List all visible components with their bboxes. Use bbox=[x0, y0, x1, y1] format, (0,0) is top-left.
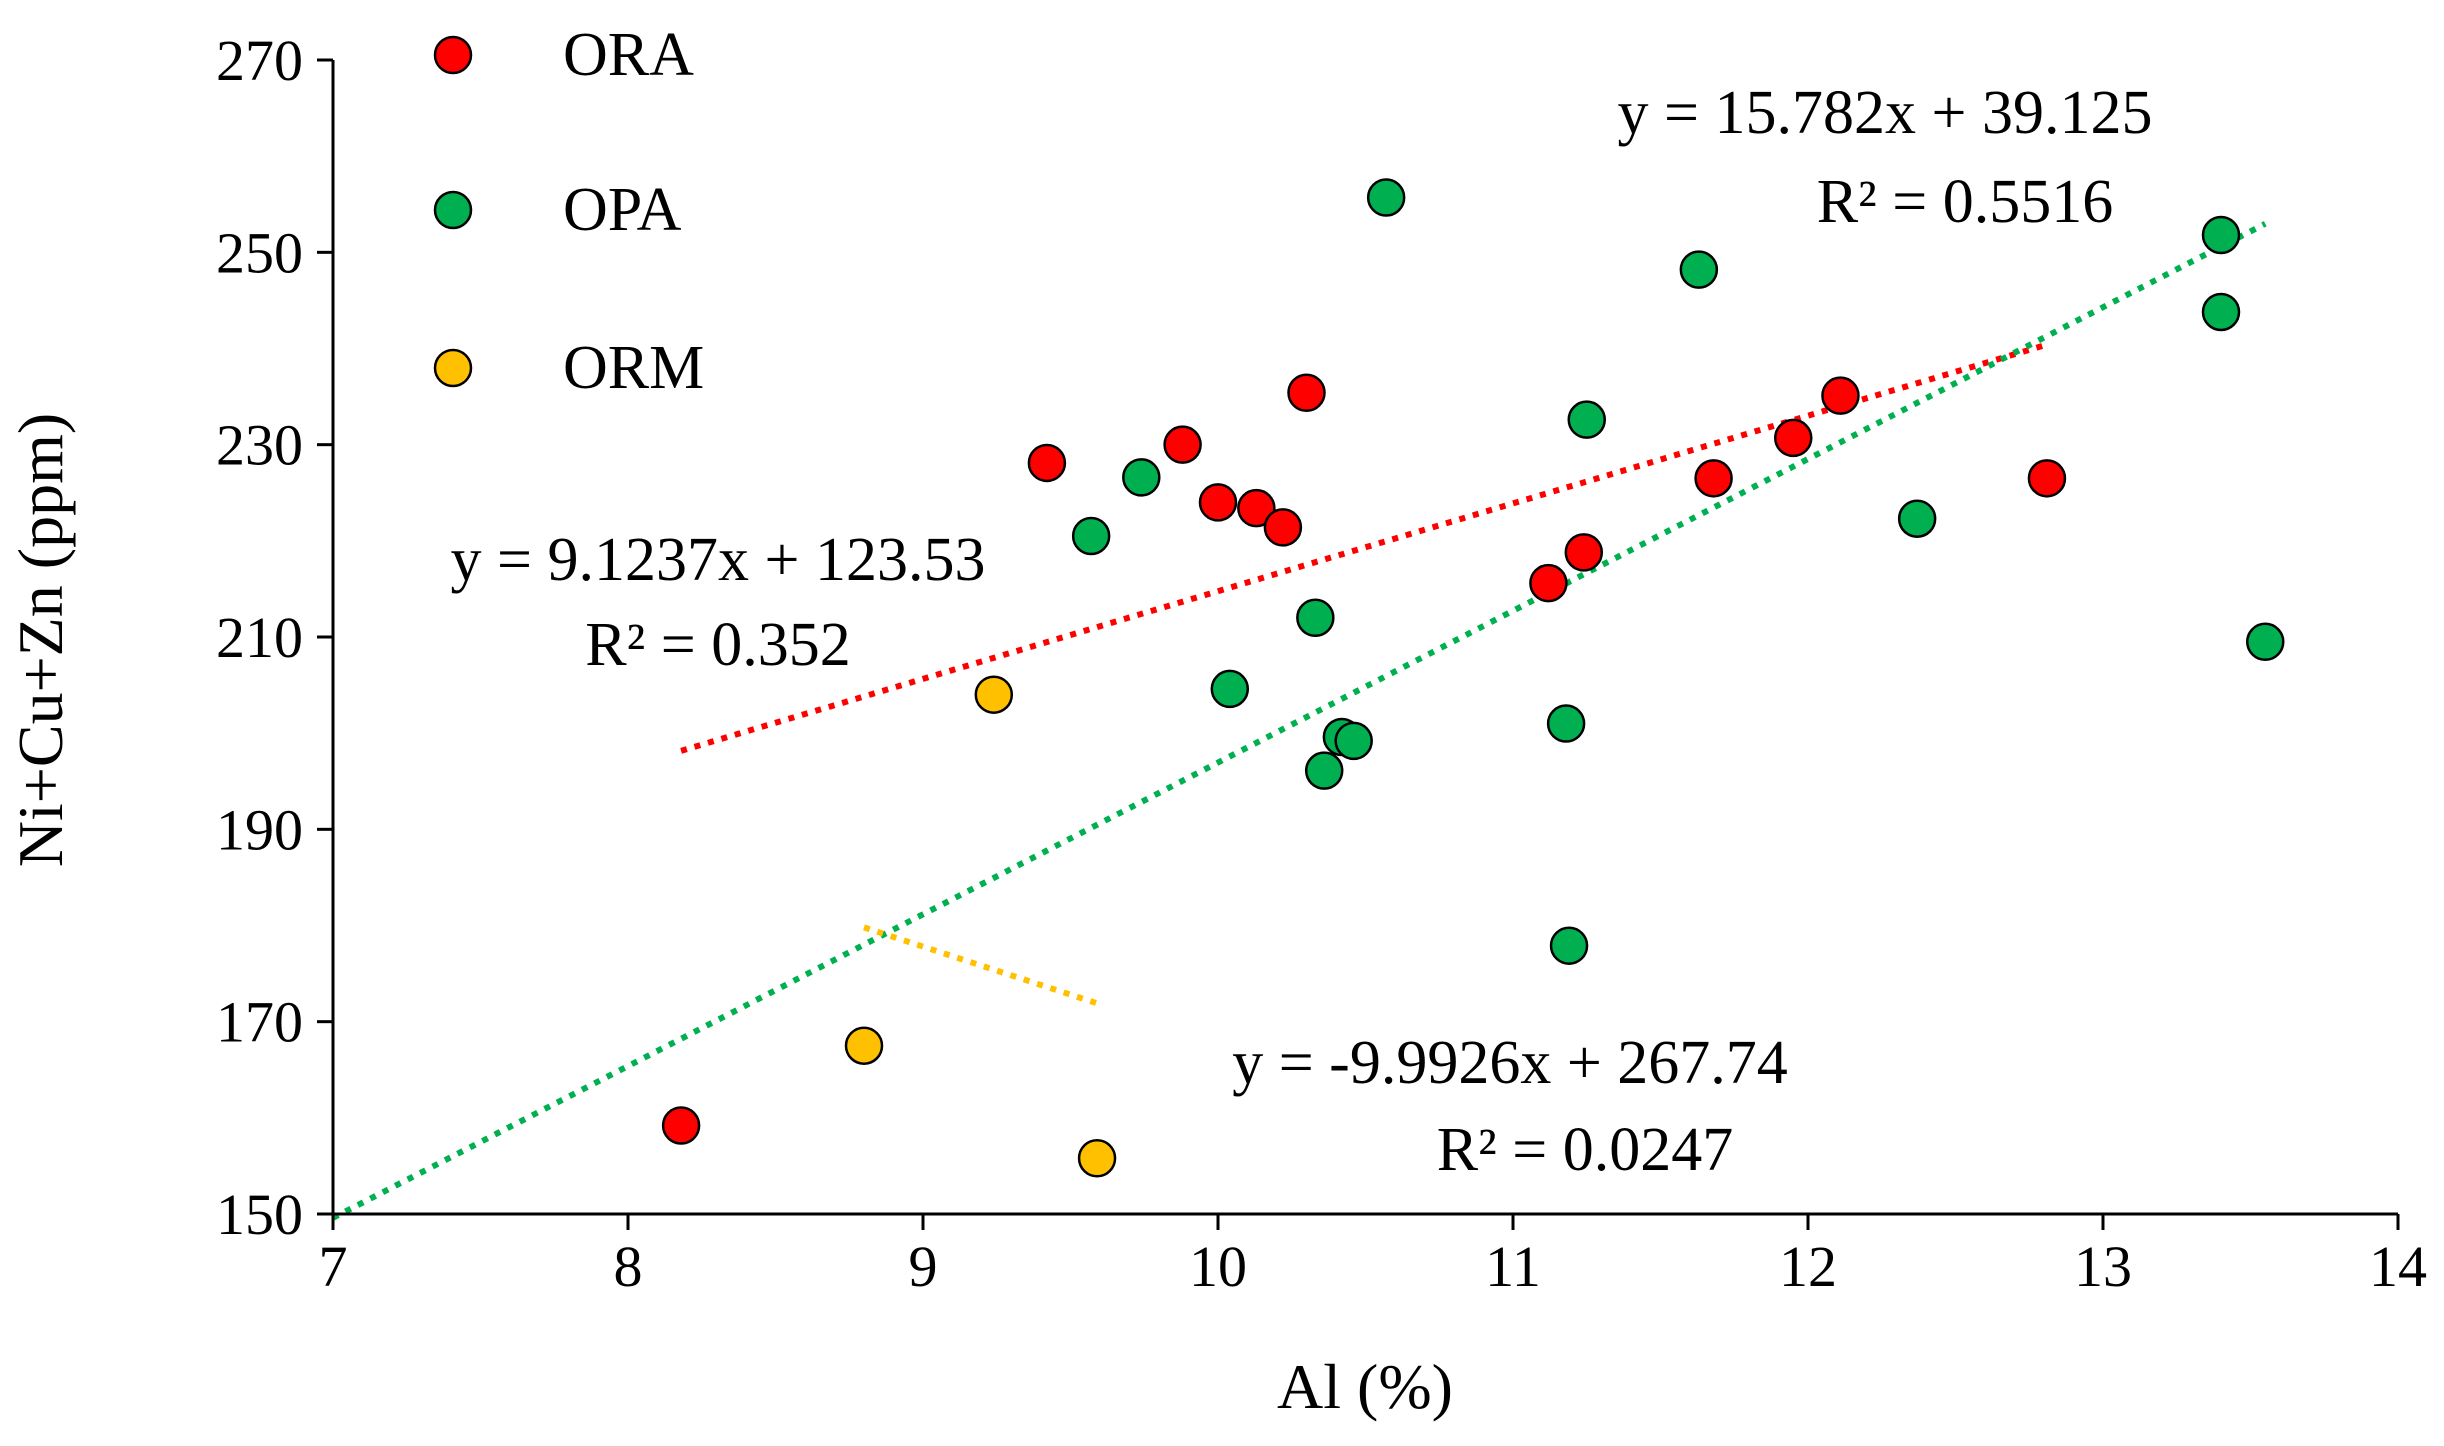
x-tick-label: 10 bbox=[1189, 1234, 1247, 1299]
point-opa bbox=[1122, 458, 1161, 497]
x-tick-label: 12 bbox=[1779, 1234, 1837, 1299]
point-ora bbox=[2027, 459, 2067, 498]
legend: ORA OPA ORM bbox=[433, 21, 704, 402]
point-ora bbox=[1198, 483, 1238, 522]
point-ora bbox=[1027, 443, 1067, 483]
x-axis-title: Al (%) bbox=[1277, 1351, 1453, 1422]
point-ora bbox=[1287, 373, 1326, 412]
point-opa bbox=[2201, 292, 2241, 332]
point-opa bbox=[1549, 926, 1589, 965]
point-opa bbox=[1304, 751, 1344, 790]
point-opa bbox=[1679, 250, 1719, 289]
point-ora bbox=[661, 1106, 701, 1145]
equation-opa: y = 15.782x + 39.125 bbox=[1618, 79, 2153, 147]
point-opa bbox=[2201, 215, 2241, 255]
r-squared-orm: R² = 0.0247 bbox=[1437, 1116, 1733, 1184]
point-opa bbox=[2246, 622, 2285, 662]
y-tick-label: 270 bbox=[216, 28, 303, 93]
point-orm bbox=[1077, 1138, 1117, 1178]
point-ora bbox=[1237, 488, 1276, 528]
legend-label-ora: ORA bbox=[563, 21, 694, 89]
point-opa bbox=[1334, 721, 1373, 761]
point-opa bbox=[1567, 400, 1606, 439]
point-ora bbox=[1263, 508, 1303, 547]
point-ora bbox=[1163, 425, 1202, 464]
point-ora bbox=[1694, 459, 1733, 498]
point-opa bbox=[1071, 516, 1111, 556]
x-tick-label: 11 bbox=[1485, 1234, 1541, 1299]
point-opa bbox=[1366, 178, 1406, 217]
y-tick-label: 250 bbox=[216, 220, 303, 285]
point-orm bbox=[844, 1026, 884, 1065]
point-opa bbox=[1546, 704, 1586, 743]
point-ora bbox=[1774, 418, 1813, 458]
point-opa bbox=[1210, 669, 1250, 709]
legend-label-orm: ORM bbox=[563, 334, 704, 402]
y-tick-label: 150 bbox=[216, 1182, 303, 1247]
legend-marker-orm bbox=[433, 348, 473, 388]
trendlines bbox=[331, 221, 2267, 1221]
axis-ticks: 7 8 9 10 11 12 13 14 150 170 190 210 230 250 270 bbox=[216, 28, 2427, 1299]
trendline-equations: y = 9.1237x + 123.53 R² = 0.352 y = 15.782… bbox=[451, 79, 2153, 1184]
equation-orm: y = -9.9926x + 267.74 bbox=[1232, 1029, 1788, 1097]
y-tick-label: 190 bbox=[216, 797, 303, 862]
point-opa bbox=[1897, 499, 1937, 538]
legend-marker-opa bbox=[433, 190, 473, 230]
point-opa bbox=[1296, 598, 1335, 638]
x-tick-label: 9 bbox=[909, 1234, 938, 1299]
point-ora bbox=[1821, 376, 1860, 415]
legend-label-opa: OPA bbox=[563, 176, 682, 244]
r-squared-opa: R² = 0.5516 bbox=[1817, 168, 2113, 236]
trendline-orm bbox=[863, 924, 1098, 1007]
trendline-opa bbox=[331, 221, 2267, 1221]
point-ora bbox=[1529, 563, 1568, 603]
y-tick-label: 170 bbox=[216, 990, 303, 1055]
equation-ora: y = 9.1237x + 123.53 bbox=[451, 526, 986, 594]
data-points bbox=[661, 178, 2285, 1178]
point-orm bbox=[974, 675, 1014, 714]
x-tick-label: 7 bbox=[319, 1234, 348, 1299]
x-tick-label: 13 bbox=[2074, 1234, 2132, 1299]
point-ora bbox=[1564, 533, 1604, 572]
x-tick-label: 14 bbox=[2369, 1234, 2427, 1299]
y-tick-label: 230 bbox=[216, 413, 303, 478]
legend-marker-ora bbox=[433, 35, 473, 75]
y-tick-label: 210 bbox=[216, 605, 303, 670]
x-tick-label: 8 bbox=[614, 1234, 643, 1299]
y-axis-title: Ni+Cu+Zn (ppm) bbox=[5, 413, 76, 867]
r-squared-ora: R² = 0.352 bbox=[585, 611, 850, 679]
